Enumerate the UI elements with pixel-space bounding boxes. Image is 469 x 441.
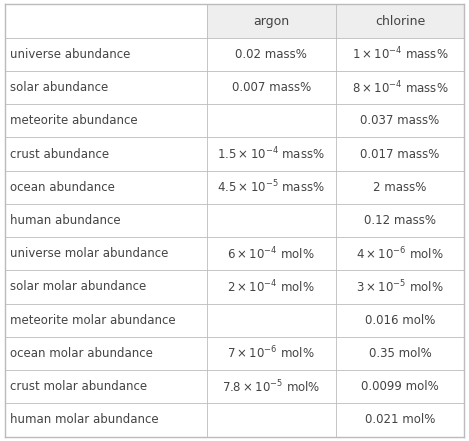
Bar	[207, 303, 336, 337]
Bar	[336, 171, 464, 204]
Text: 0.021 mol%: 0.021 mol%	[365, 414, 435, 426]
Bar	[5, 337, 207, 370]
Text: meteorite abundance: meteorite abundance	[10, 114, 138, 127]
Bar	[207, 404, 336, 437]
Text: 0.016 mol%: 0.016 mol%	[365, 314, 435, 327]
Bar	[207, 104, 336, 138]
Bar	[5, 404, 207, 437]
Text: $3\times10^{-5}$ mol%: $3\times10^{-5}$ mol%	[356, 279, 444, 295]
Bar	[207, 4, 336, 37]
Bar	[207, 138, 336, 171]
Text: 0.007 mass%: 0.007 mass%	[232, 81, 311, 94]
Text: $7.8\times10^{-5}$ mol%: $7.8\times10^{-5}$ mol%	[222, 378, 320, 395]
Bar	[336, 370, 464, 404]
Text: meteorite molar abundance: meteorite molar abundance	[10, 314, 176, 327]
Text: crust molar abundance: crust molar abundance	[10, 380, 147, 393]
Bar	[5, 138, 207, 171]
Text: argon: argon	[253, 15, 289, 27]
Text: 0.017 mass%: 0.017 mass%	[360, 147, 439, 161]
Bar	[336, 237, 464, 270]
Text: solar molar abundance: solar molar abundance	[10, 280, 147, 294]
Text: $7\times10^{-6}$ mol%: $7\times10^{-6}$ mol%	[227, 345, 315, 362]
Bar	[5, 171, 207, 204]
Bar	[336, 138, 464, 171]
Bar	[5, 204, 207, 237]
Text: universe abundance: universe abundance	[10, 48, 131, 61]
Bar	[207, 71, 336, 104]
Bar	[336, 71, 464, 104]
Text: $6\times10^{-4}$ mol%: $6\times10^{-4}$ mol%	[227, 246, 315, 262]
Bar	[5, 104, 207, 138]
Bar	[5, 4, 207, 37]
Text: $2\times10^{-4}$ mol%: $2\times10^{-4}$ mol%	[227, 279, 315, 295]
Text: crust abundance: crust abundance	[10, 147, 109, 161]
Bar	[5, 237, 207, 270]
Bar	[207, 270, 336, 303]
Bar	[5, 303, 207, 337]
Bar	[207, 171, 336, 204]
Bar	[207, 37, 336, 71]
Bar	[207, 337, 336, 370]
Text: 2 mass%: 2 mass%	[373, 181, 427, 194]
Text: 0.02 mass%: 0.02 mass%	[235, 48, 307, 61]
Text: $1.5\times10^{-4}$ mass%: $1.5\times10^{-4}$ mass%	[217, 146, 325, 162]
Text: $1\times10^{-4}$ mass%: $1\times10^{-4}$ mass%	[352, 46, 448, 63]
Bar	[5, 37, 207, 71]
Text: $8\times10^{-4}$ mass%: $8\times10^{-4}$ mass%	[352, 79, 448, 96]
Bar	[336, 303, 464, 337]
Text: human molar abundance: human molar abundance	[10, 414, 159, 426]
Text: solar abundance: solar abundance	[10, 81, 108, 94]
Bar	[5, 270, 207, 303]
Bar	[336, 4, 464, 37]
Text: human abundance: human abundance	[10, 214, 121, 227]
Text: $4\times10^{-6}$ mol%: $4\times10^{-6}$ mol%	[356, 246, 444, 262]
Text: chlorine: chlorine	[375, 15, 425, 27]
Text: ocean abundance: ocean abundance	[10, 181, 115, 194]
Bar	[207, 237, 336, 270]
Bar	[336, 404, 464, 437]
Text: 0.12 mass%: 0.12 mass%	[364, 214, 436, 227]
Text: 0.0099 mol%: 0.0099 mol%	[361, 380, 439, 393]
Text: 0.35 mol%: 0.35 mol%	[369, 347, 431, 360]
Bar	[207, 204, 336, 237]
Text: 0.037 mass%: 0.037 mass%	[360, 114, 439, 127]
Text: $4.5\times10^{-5}$ mass%: $4.5\times10^{-5}$ mass%	[217, 179, 325, 195]
Bar	[336, 337, 464, 370]
Bar	[336, 104, 464, 138]
Text: universe molar abundance: universe molar abundance	[10, 247, 169, 260]
Bar	[207, 370, 336, 404]
Bar	[5, 370, 207, 404]
Text: ocean molar abundance: ocean molar abundance	[10, 347, 153, 360]
Bar	[336, 270, 464, 303]
Bar	[336, 204, 464, 237]
Bar	[336, 37, 464, 71]
Bar	[5, 71, 207, 104]
